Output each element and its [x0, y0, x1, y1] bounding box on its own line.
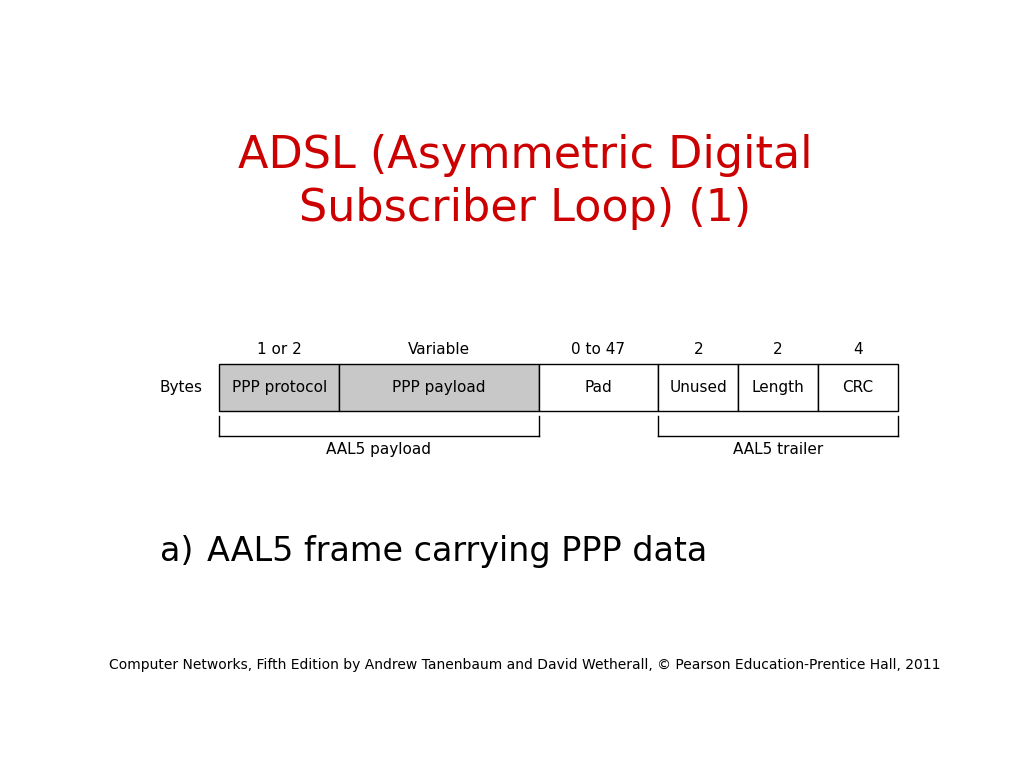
Text: PPP protocol: PPP protocol	[231, 380, 327, 396]
Bar	[219, 364, 339, 412]
Bar	[738, 364, 818, 412]
Bar	[818, 364, 898, 412]
Bar	[658, 364, 738, 412]
Text: ADSL (Asymmetric Digital
Subscriber Loop) (1): ADSL (Asymmetric Digital Subscriber Loop…	[238, 134, 812, 230]
Text: AAL5 trailer: AAL5 trailer	[733, 442, 823, 457]
Bar	[339, 364, 539, 412]
Text: 2: 2	[773, 342, 783, 357]
Text: AAL5 frame carrying PPP data: AAL5 frame carrying PPP data	[207, 535, 708, 568]
Text: 2: 2	[693, 342, 703, 357]
Text: Variable: Variable	[408, 342, 470, 357]
Text: CRC: CRC	[843, 380, 873, 396]
Text: Computer Networks, Fifth Edition by Andrew Tanenbaum and David Wetherall, © Pear: Computer Networks, Fifth Edition by Andr…	[109, 657, 941, 672]
Text: Length: Length	[752, 380, 805, 396]
Bar	[539, 364, 658, 412]
Text: Unused: Unused	[670, 380, 727, 396]
Text: Bytes: Bytes	[160, 380, 203, 396]
Text: PPP payload: PPP payload	[392, 380, 485, 396]
Text: 4: 4	[853, 342, 862, 357]
Text: AAL5 payload: AAL5 payload	[327, 442, 431, 457]
Text: a): a)	[160, 535, 194, 568]
Text: 0 to 47: 0 to 47	[571, 342, 626, 357]
Text: Pad: Pad	[585, 380, 612, 396]
Text: 1 or 2: 1 or 2	[257, 342, 301, 357]
